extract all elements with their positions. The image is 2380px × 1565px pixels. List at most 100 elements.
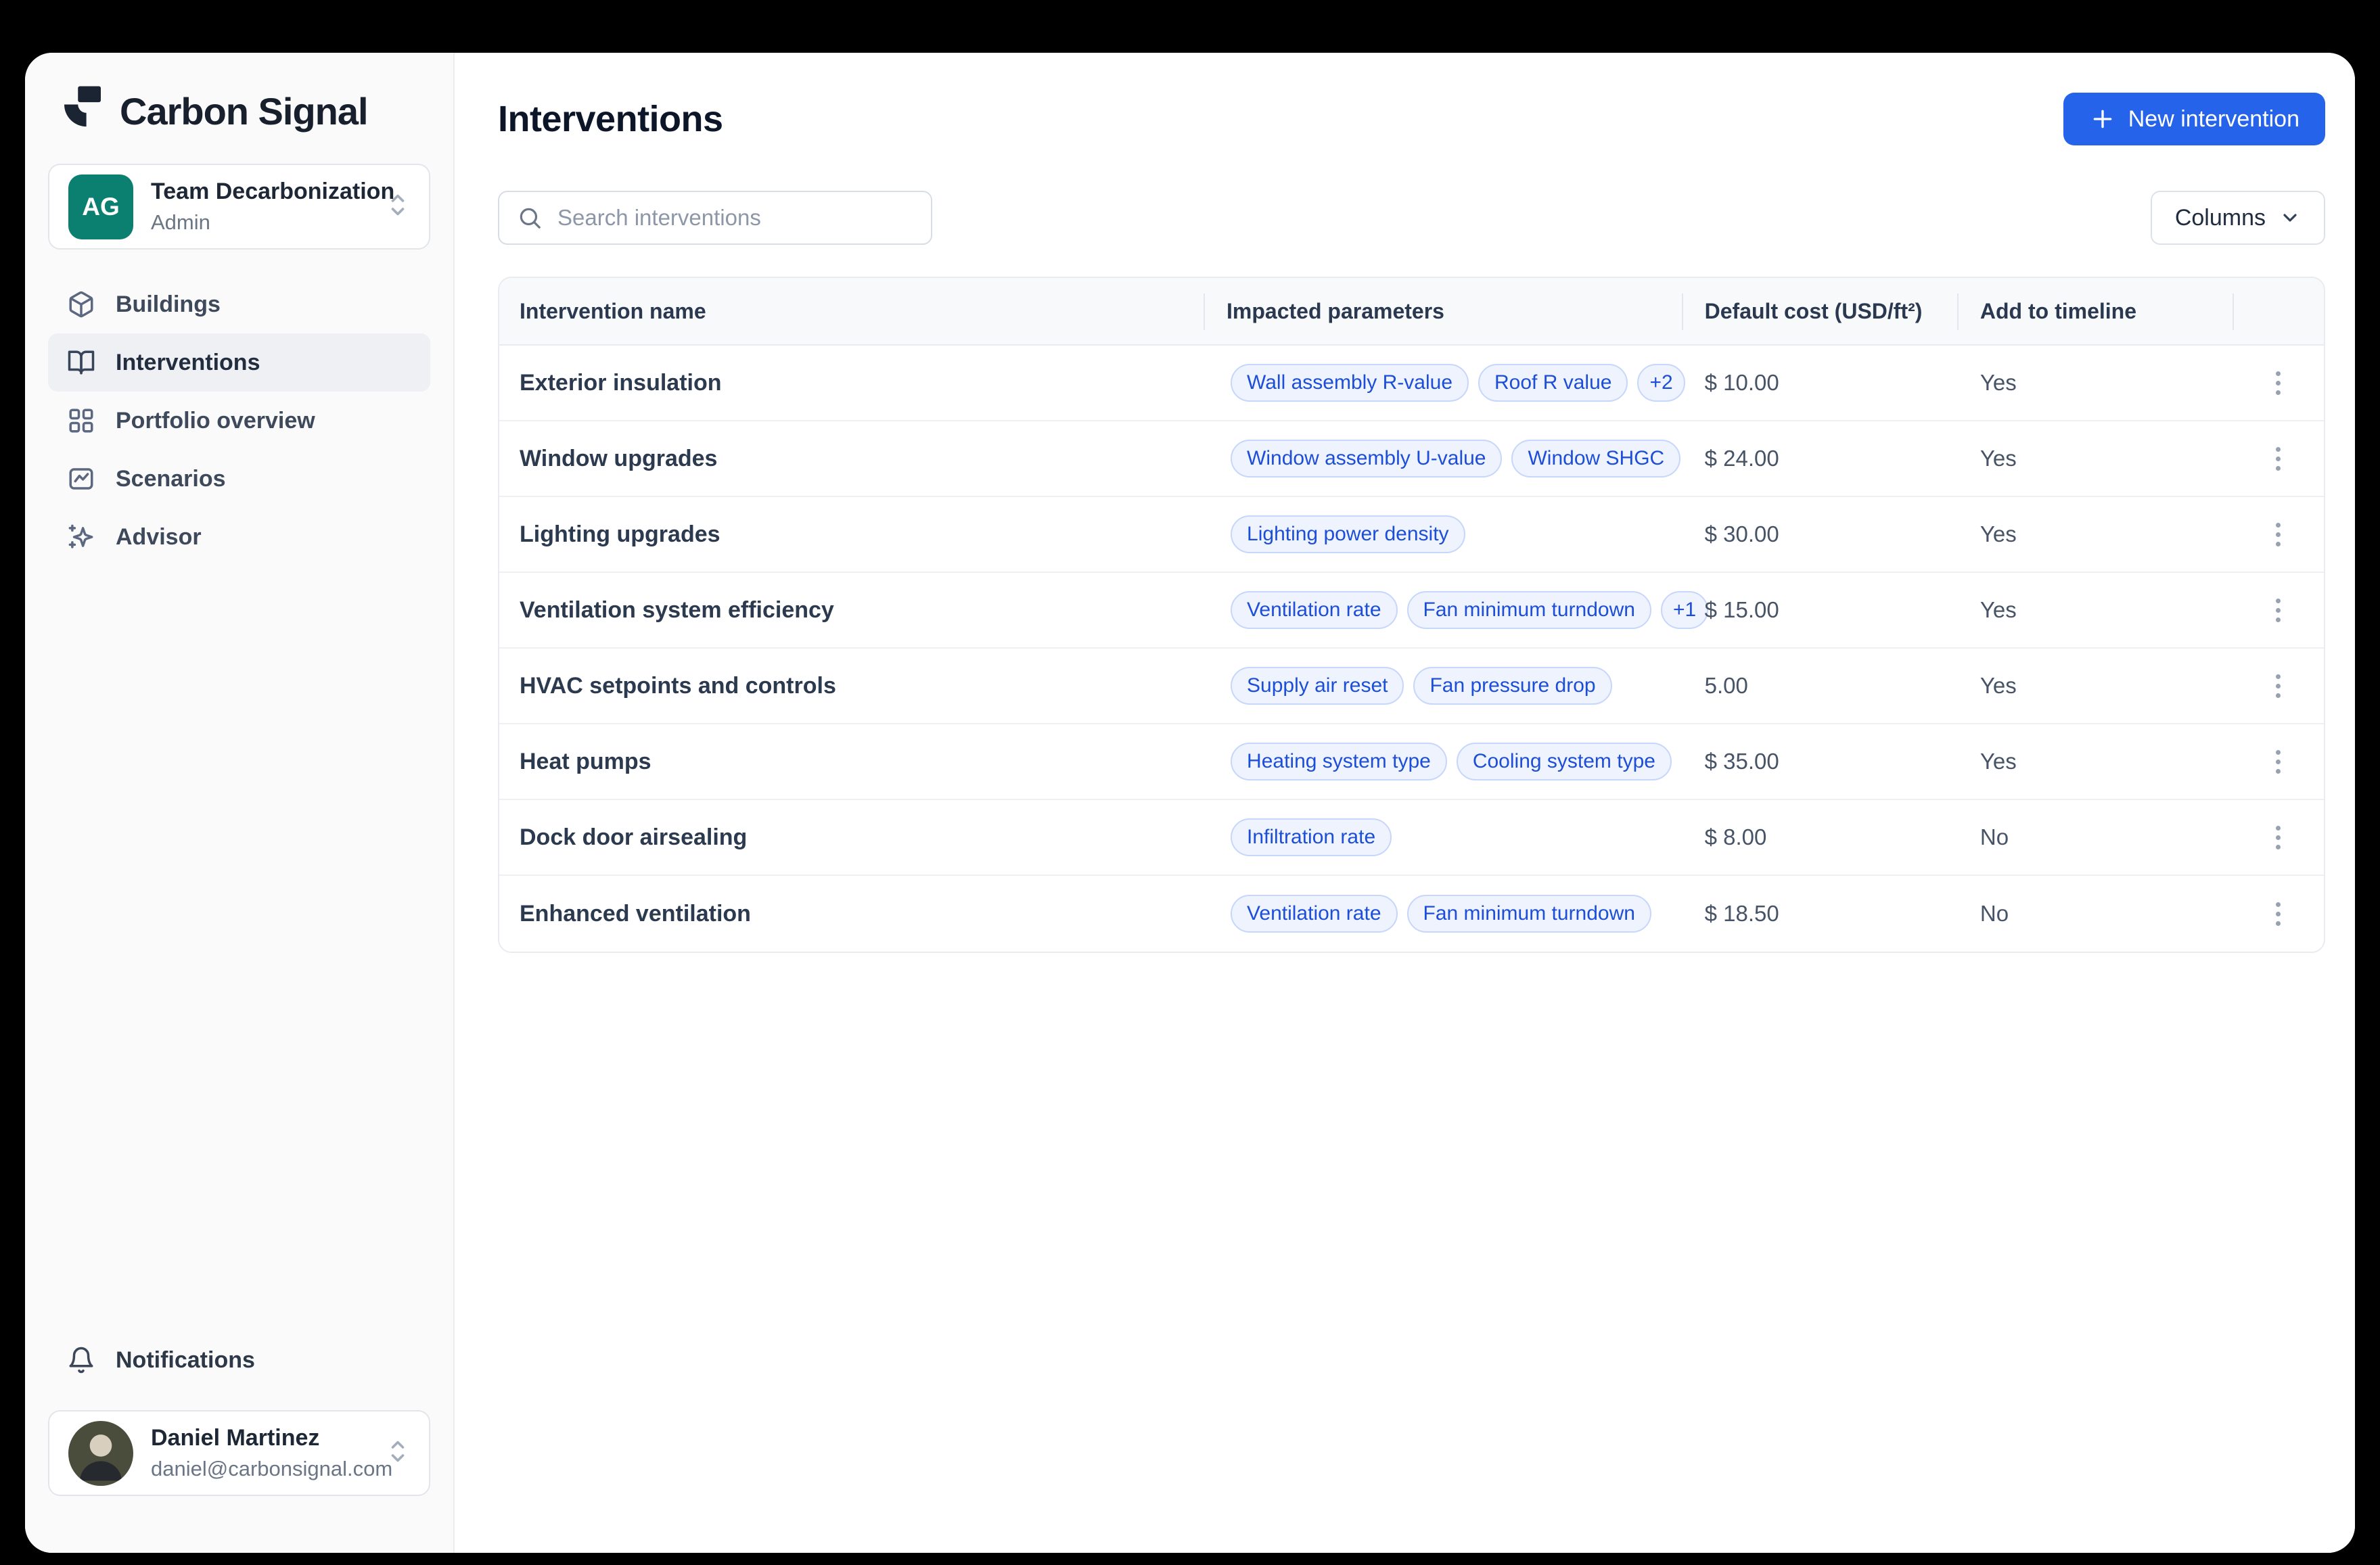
carbon-signal-logo-icon bbox=[64, 86, 101, 136]
intervention-name: Heat pumps bbox=[520, 748, 651, 774]
parameter-badge: Heating system type bbox=[1231, 743, 1447, 780]
default-cost: $ 10.00 bbox=[1704, 370, 1779, 395]
row-menu-button[interactable] bbox=[2257, 734, 2300, 789]
sidebar-item-interventions[interactable]: Interventions bbox=[48, 333, 430, 392]
row-menu-button[interactable] bbox=[2257, 431, 2300, 486]
impacted-parameters-cell: Ventilation rate Fan minimum turndown bbox=[1204, 876, 1682, 952]
team-switcher[interactable]: AG Team Decarbonization Admin bbox=[48, 164, 430, 250]
user-avatar bbox=[68, 1420, 133, 1486]
intervention-name: Dock door airsealing bbox=[520, 824, 748, 850]
chevron-down-icon bbox=[2283, 214, 2297, 222]
default-cost: $ 8.00 bbox=[1704, 824, 1767, 849]
sidebar-item-label: Scenarios bbox=[116, 465, 226, 492]
add-to-timeline-value: Yes bbox=[1979, 597, 2017, 622]
parameter-badge: Supply air reset bbox=[1231, 667, 1404, 705]
column-header-default-cost-usd-ft-: Default cost (USD/ft²) bbox=[1681, 278, 1957, 344]
parameter-badge: Lighting power density bbox=[1231, 515, 1465, 553]
intervention-name: HVAC setpoints and controls bbox=[520, 672, 836, 699]
column-header-actions bbox=[2233, 278, 2324, 344]
sidebar-item-label: Advisor bbox=[116, 523, 202, 550]
plus-icon bbox=[2093, 110, 2112, 129]
impacted-parameters-cell: Heating system type Cooling system type bbox=[1204, 724, 1682, 799]
default-cost: 5.00 bbox=[1704, 673, 1748, 698]
row-menu-button[interactable] bbox=[2257, 810, 2300, 864]
page-title: Interventions bbox=[498, 99, 723, 139]
new-intervention-button[interactable]: New intervention bbox=[2063, 93, 2325, 145]
table-row: Dock door airsealing Infiltration rate $ 8… bbox=[499, 800, 2324, 876]
user-name: Daniel Martinez bbox=[151, 1425, 320, 1451]
notifications-label: Notifications bbox=[116, 1347, 255, 1373]
add-to-timeline-value: No bbox=[1979, 824, 2009, 849]
row-menu-button[interactable] bbox=[2257, 887, 2300, 941]
row-actions-cell bbox=[2233, 497, 2324, 571]
sidebar-item-scenarios[interactable]: Scenarios bbox=[48, 450, 430, 508]
table-body: Exterior insulation Wall assembly R-value… bbox=[499, 346, 2324, 952]
table-row: Heat pumps Heating system type Cooling sys… bbox=[499, 724, 2324, 800]
intervention-name: Window upgrades bbox=[520, 445, 718, 471]
logo: Carbon Signal bbox=[64, 85, 430, 137]
default-cost: $ 35.00 bbox=[1704, 749, 1779, 774]
row-actions-cell bbox=[2233, 573, 2324, 647]
notifications-button[interactable]: Notifications bbox=[48, 1333, 430, 1387]
parameter-badge: Wall assembly R-value bbox=[1231, 364, 1469, 402]
sidebar-footer: Notifications Daniel Martinez daniel@car… bbox=[25, 1333, 453, 1553]
row-actions-cell bbox=[2233, 649, 2324, 723]
table-row: Lighting upgrades Lighting power density $… bbox=[499, 497, 2324, 573]
parameter-badge: Roof R value bbox=[1478, 364, 1628, 402]
row-menu-button[interactable] bbox=[2257, 659, 2300, 713]
row-menu-button[interactable] bbox=[2257, 583, 2300, 637]
sidebar-nav: Buildings Interventions Portfolio overview… bbox=[48, 275, 430, 566]
table-row: Window upgrades Window assembly U-value Wi… bbox=[499, 421, 2324, 497]
parameter-badge: Cooling system type bbox=[1456, 743, 1672, 780]
columns-button[interactable]: Columns bbox=[2150, 191, 2325, 245]
chevron-up-down-icon bbox=[386, 191, 410, 223]
user-email: daniel@carbonsignal.com bbox=[151, 1457, 393, 1480]
intervention-name: Lighting upgrades bbox=[520, 521, 720, 547]
column-header-add-to-timeline: Add to timeline bbox=[1956, 278, 2233, 344]
parameter-badge: Fan minimum turndown bbox=[1406, 895, 1651, 933]
search-input[interactable] bbox=[557, 205, 913, 231]
grid-icon bbox=[67, 406, 95, 435]
intervention-name: Ventilation system efficiency bbox=[520, 597, 834, 623]
team-avatar: AG bbox=[68, 174, 133, 239]
impacted-parameters-cell: Ventilation rate Fan minimum turndown +1 bbox=[1204, 573, 1709, 647]
impacted-parameters-cell: Infiltration rate bbox=[1204, 800, 1682, 874]
parameter-badge: Window assembly U-value bbox=[1231, 440, 1503, 477]
row-menu-button[interactable] bbox=[2257, 356, 2300, 410]
impacted-parameters-cell: Window assembly U-value Window SHGC bbox=[1204, 421, 1682, 496]
team-role: Admin bbox=[151, 210, 210, 234]
column-header-intervention-name: Intervention name bbox=[520, 298, 706, 323]
default-cost: $ 30.00 bbox=[1704, 521, 1779, 546]
add-to-timeline-value: No bbox=[1979, 901, 2009, 926]
intervention-name: Exterior insulation bbox=[520, 369, 722, 396]
column-header-impacted-parameters: Impacted parameters bbox=[1204, 278, 1682, 344]
table-row: Enhanced ventilation Ventilation rate Fan … bbox=[499, 876, 2324, 952]
sidebar-item-label: Interventions bbox=[116, 349, 260, 375]
add-to-timeline-value: Yes bbox=[1979, 521, 2017, 546]
sidebar: Carbon Signal AG Team Decarbonization Ad… bbox=[25, 53, 455, 1553]
row-actions-cell bbox=[2233, 724, 2324, 799]
sidebar-item-buildings[interactable]: Buildings bbox=[48, 275, 430, 333]
sidebar-item-advisor[interactable]: Advisor bbox=[48, 508, 430, 566]
parameter-badge: Fan minimum turndown bbox=[1406, 591, 1651, 629]
row-actions-cell bbox=[2233, 876, 2324, 952]
add-to-timeline-value: Yes bbox=[1979, 749, 2017, 774]
parameter-badge: Fan pressure drop bbox=[1413, 667, 1612, 705]
table-row: Exterior insulation Wall assembly R-value… bbox=[499, 346, 2324, 421]
team-name: Team Decarbonization bbox=[151, 179, 395, 204]
parameter-badge: Infiltration rate bbox=[1231, 818, 1392, 856]
overflow-count-badge[interactable]: +2 bbox=[1637, 364, 1685, 402]
default-cost: $ 18.50 bbox=[1704, 901, 1779, 926]
parameter-badge: Ventilation rate bbox=[1231, 895, 1398, 933]
sidebar-item-portfolio-overview[interactable]: Portfolio overview bbox=[48, 392, 430, 450]
app-window: Carbon Signal AG Team Decarbonization Ad… bbox=[25, 53, 2355, 1553]
search-input-wrapper bbox=[498, 191, 932, 245]
add-to-timeline-value: Yes bbox=[1979, 370, 2017, 395]
user-menu[interactable]: Daniel Martinez daniel@carbonsignal.com bbox=[48, 1410, 430, 1496]
add-to-timeline-value: Yes bbox=[1979, 446, 2017, 471]
sparkles-icon bbox=[67, 523, 95, 551]
row-menu-button[interactable] bbox=[2257, 507, 2300, 561]
table-header-row: Intervention name Impacted parameters Defa… bbox=[499, 278, 2324, 346]
overflow-count-badge[interactable]: +1 bbox=[1660, 591, 1709, 629]
main-content: Interventions New intervention Columns bbox=[455, 53, 2355, 1553]
